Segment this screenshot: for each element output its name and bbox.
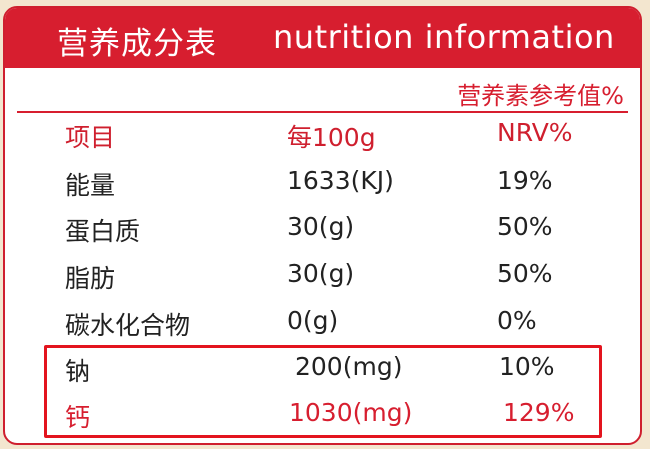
row-amount: 1030(mg): [289, 398, 413, 427]
title-english: nutrition information: [273, 18, 615, 56]
row-item: 碳水化合物: [65, 311, 191, 340]
table-row: 脂肪 30(g) 50%: [5, 259, 640, 299]
row-amount: 0(g): [287, 306, 339, 335]
row-nrv: 10%: [499, 352, 555, 381]
row-nrv: 50%: [497, 259, 553, 288]
nrv-reference-label: 营养素参考值%: [457, 82, 624, 110]
row-nrv: 19%: [497, 166, 553, 195]
row-nrv: 50%: [497, 212, 553, 241]
title-chinese: 营养成分表: [57, 26, 217, 62]
row-nrv: 129%: [503, 398, 575, 427]
row-item: 钠: [65, 357, 91, 386]
header-divider: [17, 111, 628, 113]
row-amount: 1633(KJ): [287, 166, 394, 195]
row-item: 蛋白质: [65, 217, 141, 246]
row-item: 脂肪: [65, 264, 116, 293]
row-amount: 200(mg): [295, 352, 403, 381]
row-item: 钙: [65, 403, 91, 432]
row-amount: 30(g): [287, 212, 355, 241]
column-header-nrv: NRV%: [497, 118, 573, 147]
column-header-item: 项目: [65, 123, 116, 152]
table-row: 蛋白质 30(g) 50%: [5, 212, 640, 252]
table-row: 钠 200(mg) 10%: [5, 352, 640, 392]
sodium-calcium-highlight-box: [44, 345, 602, 438]
table-row: 钙 1030(mg) 129%: [5, 398, 640, 438]
row-nrv: 0%: [497, 306, 537, 335]
column-header-per100g: 每100g: [287, 123, 376, 152]
nutrition-card: 营养成分表 nutrition information 营养素参考值% 项目 每…: [3, 6, 642, 445]
table-header-bar: 营养成分表 nutrition information: [5, 8, 640, 68]
row-amount: 30(g): [287, 259, 355, 288]
table-row: 能量 1633(KJ) 19%: [5, 166, 640, 206]
row-item: 能量: [65, 171, 116, 200]
column-header-row: 项目 每100g NRV%: [5, 118, 640, 158]
table-row: 碳水化合物 0(g) 0%: [5, 306, 640, 346]
